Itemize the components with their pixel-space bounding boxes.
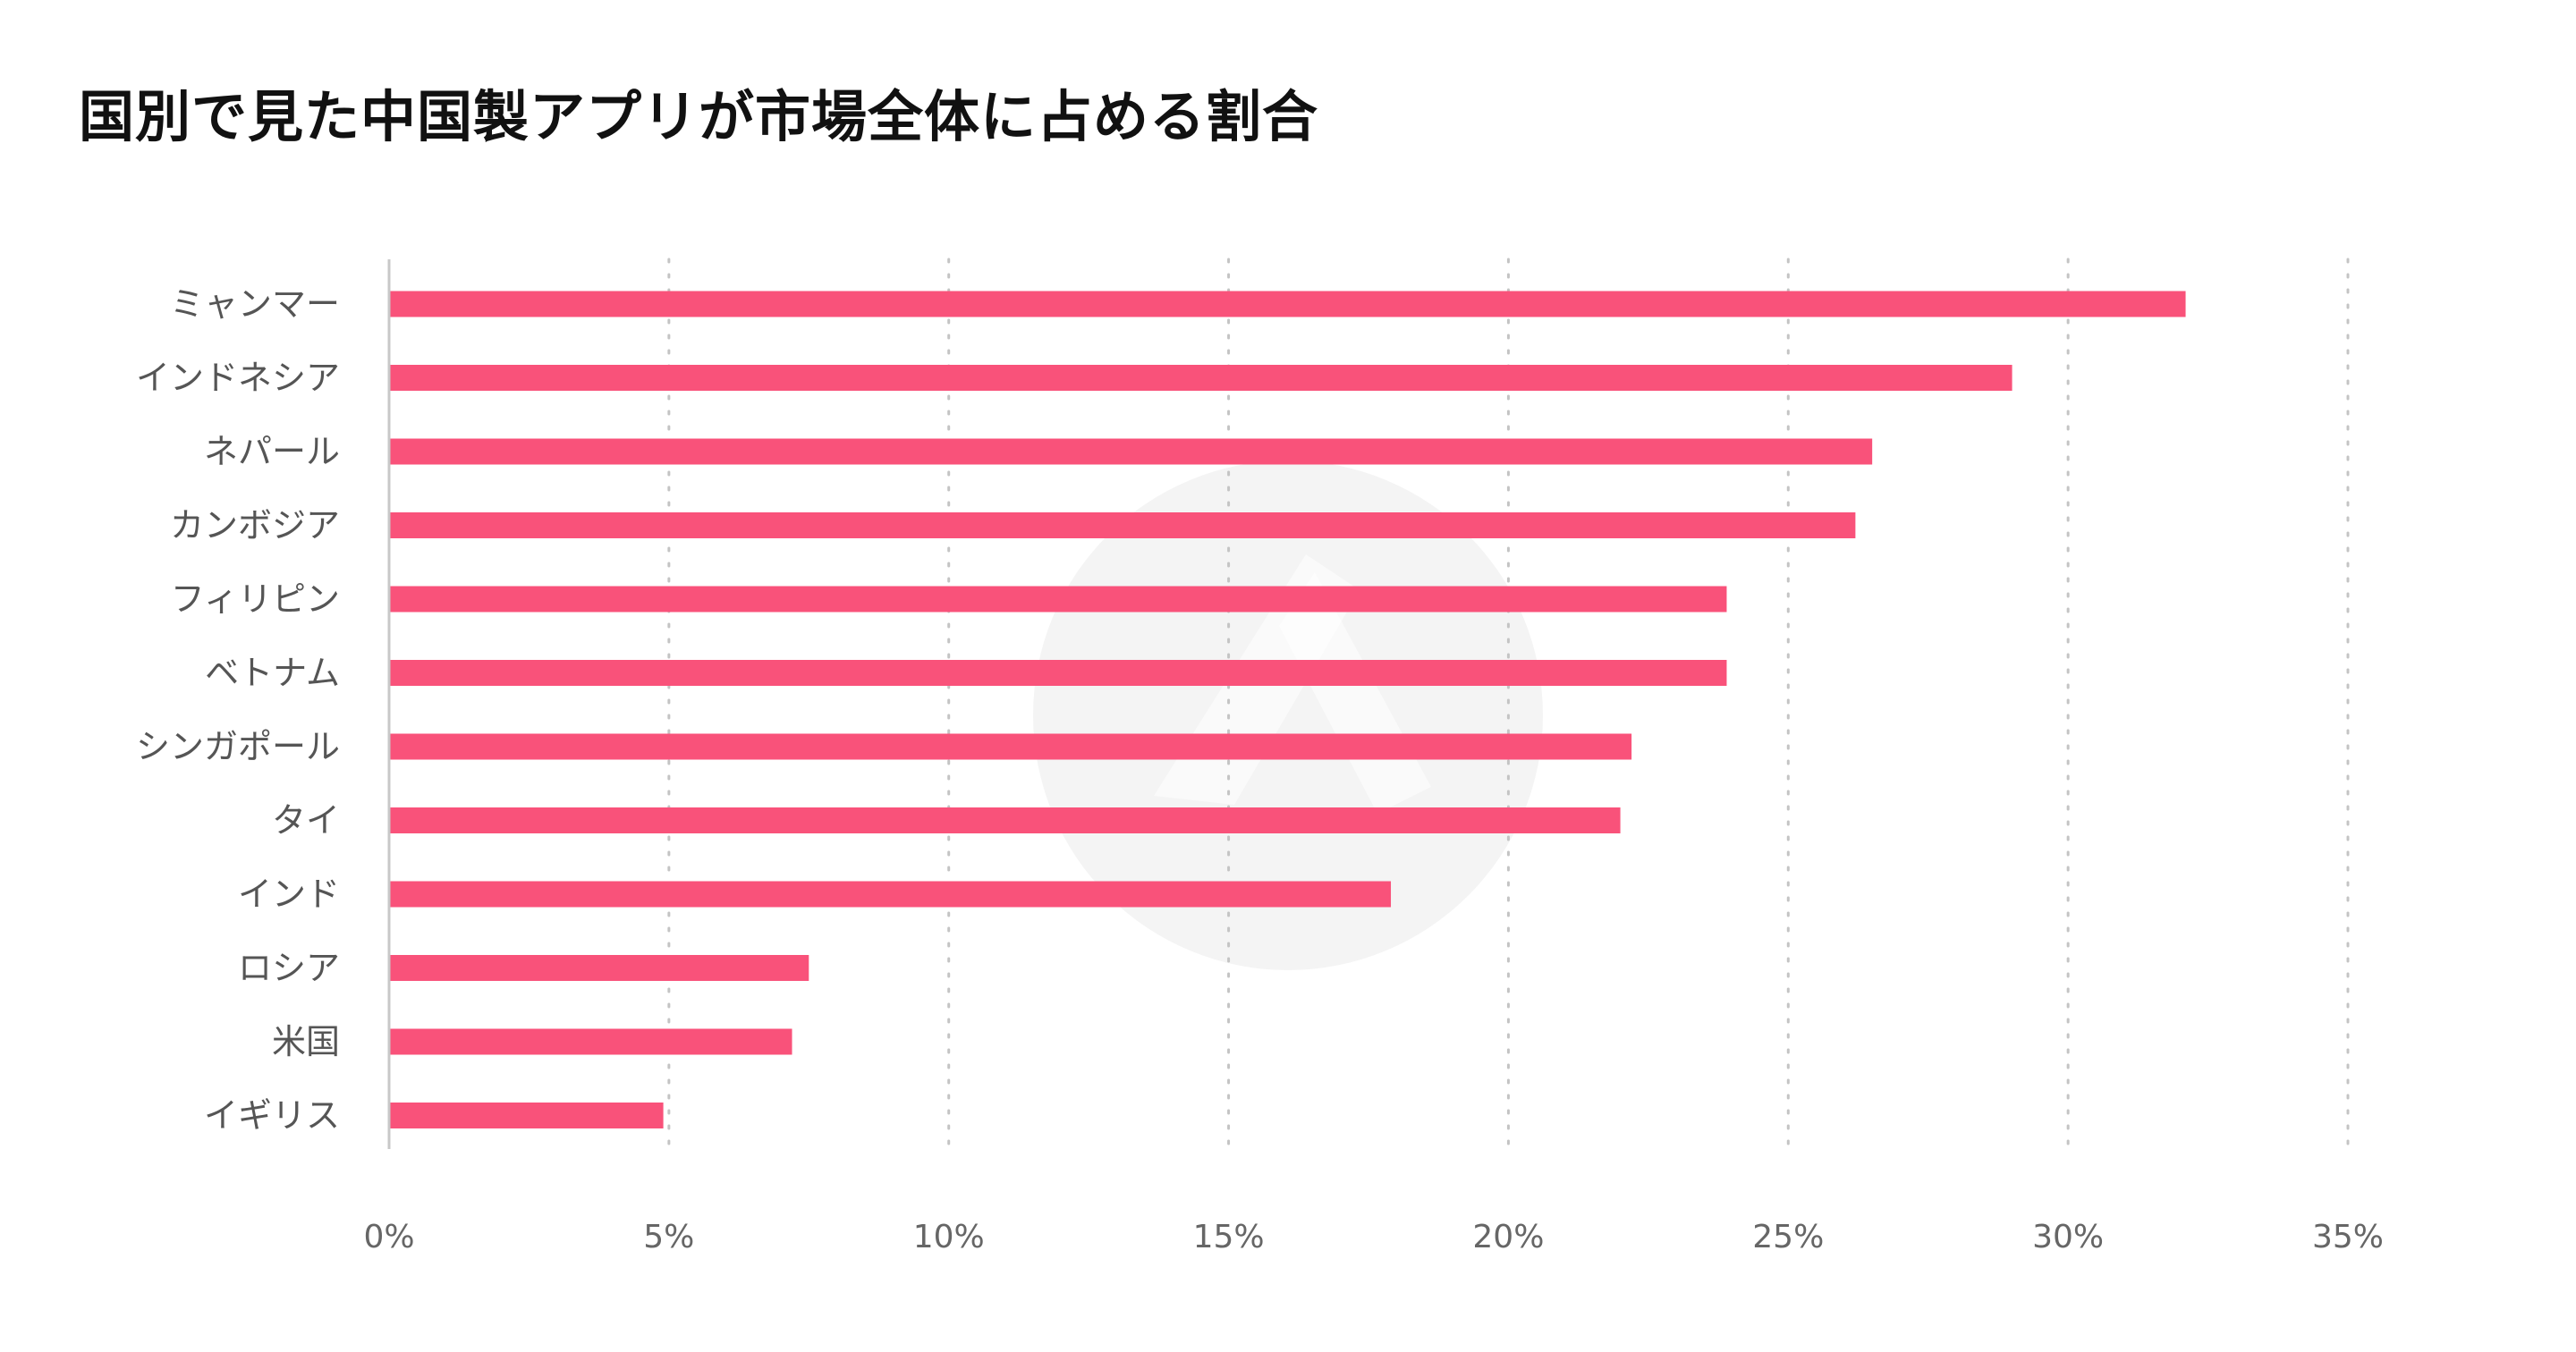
x-tick-label: 0%	[363, 1219, 414, 1255]
chart-title: 国別で見た中国製アプリが市場全体に占める割合	[79, 84, 1319, 149]
bar	[389, 660, 1727, 686]
bar	[389, 1028, 792, 1055]
category-label: ロシア	[238, 949, 340, 988]
x-tick-label: 15%	[1193, 1219, 1265, 1255]
x-tick-labels: 0% 5% 10% 15% 20% 25% 30% 35%	[363, 1219, 2384, 1255]
category-label: フィリピン	[171, 579, 340, 619]
x-tick-label: 25%	[1752, 1219, 1824, 1255]
x-tick-label: 30%	[2032, 1219, 2104, 1255]
bars	[389, 291, 2186, 1128]
category-label: イギリス	[204, 1096, 340, 1136]
bar	[389, 807, 1621, 833]
category-label: シンガポール	[136, 727, 340, 766]
bar	[389, 291, 2186, 317]
category-label: ミャンマー	[170, 284, 340, 324]
x-tick-label: 5%	[643, 1219, 694, 1255]
x-tick-label: 10%	[913, 1219, 985, 1255]
bar	[389, 733, 1632, 760]
category-label: ベトナム	[205, 654, 340, 693]
category-label: インドネシア	[136, 359, 340, 398]
bar	[389, 881, 1392, 908]
bar	[389, 438, 1873, 465]
x-tick-label: 20%	[1472, 1219, 1544, 1255]
bar	[389, 1103, 664, 1128]
category-label: タイ	[272, 801, 340, 841]
bar	[389, 586, 1727, 613]
category-label: ネパール	[204, 432, 340, 471]
grid-lines	[667, 258, 2350, 1151]
bar	[389, 512, 1856, 538]
category-label: カンボジア	[170, 506, 340, 545]
x-tick-label: 35%	[2312, 1219, 2384, 1255]
category-label: インド	[238, 875, 340, 914]
bar	[389, 365, 2012, 391]
category-label: 米国	[272, 1022, 340, 1061]
bar	[389, 955, 809, 981]
category-labels: ミャンマーインドネシアネパールカンボジアフィリピンベトナムシンガポールタイインド…	[136, 284, 340, 1136]
